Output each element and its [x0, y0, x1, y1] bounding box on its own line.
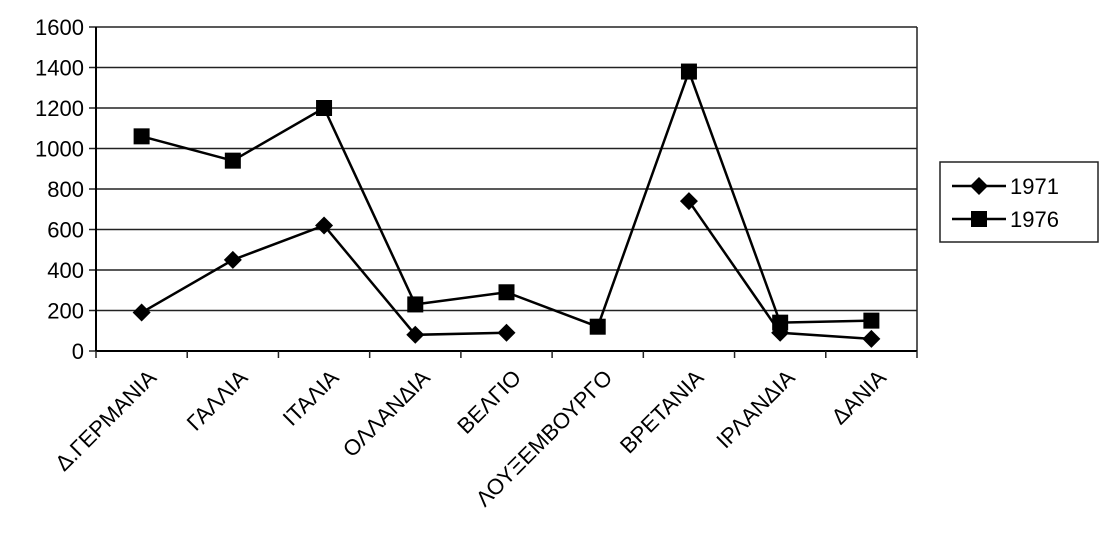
legend-box [939, 161, 1099, 243]
series-layer [132, 63, 881, 348]
data-point [772, 314, 789, 331]
y-tick-label: 1400 [35, 56, 84, 81]
legend-item: 1971 [952, 174, 1059, 199]
data-point [498, 284, 515, 301]
legend: 1971 1976 [939, 161, 1099, 243]
y-tick-label: 600 [47, 218, 84, 243]
y-tick-label: 1200 [35, 96, 84, 121]
data-point [679, 192, 698, 211]
x-category-label: ΓΑΛΛΙΑ [182, 365, 253, 436]
data-point [407, 296, 424, 313]
y-tick-label: 1000 [35, 137, 84, 162]
x-category-label: ΟΛΛΑΝΔΙΑ [338, 365, 435, 462]
legend-marker [970, 177, 988, 195]
x-category-label: ΒΕΛΓΙΟ [452, 365, 526, 439]
series-1976 [133, 63, 880, 335]
data-point [132, 303, 151, 322]
x-category-label: ΒΡΕΤΑΝΙΑ [615, 365, 709, 459]
data-point [133, 128, 150, 145]
legend-label: 1971 [1010, 174, 1059, 199]
data-point [863, 312, 880, 329]
legend-label: 1976 [1010, 207, 1059, 232]
y-axis-tick-labels: 0 200 400 600 800 1000 1200 1400 1600 [35, 15, 84, 364]
data-point [589, 318, 606, 335]
data-point [315, 216, 334, 235]
data-point [497, 323, 516, 342]
y-tick-label: 200 [47, 299, 84, 324]
series-1971 [132, 192, 881, 348]
x-category-label: ΔΑΝΙΑ [827, 365, 892, 430]
series-line [140, 223, 507, 337]
x-category-label: Δ.ΓΕΡΜΑΝΙΑ [50, 365, 161, 476]
data-point [406, 325, 425, 344]
data-point [862, 329, 881, 348]
data-point [224, 152, 241, 169]
y-tick-label: 400 [47, 258, 84, 283]
y-tick-label: 1600 [35, 15, 84, 40]
x-category-label: ΙΤΑΛΙΑ [278, 365, 344, 431]
gridlines [96, 66, 917, 312]
axes [89, 26, 918, 358]
legend-item: 1976 [952, 207, 1059, 232]
x-category-label: ΙΡΛΑΝΔΙΑ [711, 365, 800, 454]
y-tick-label: 0 [72, 339, 84, 364]
data-point [223, 250, 242, 269]
data-point [680, 63, 697, 80]
y-tick-label: 800 [47, 177, 84, 202]
data-point [316, 100, 333, 116]
legend-marker [971, 211, 987, 227]
